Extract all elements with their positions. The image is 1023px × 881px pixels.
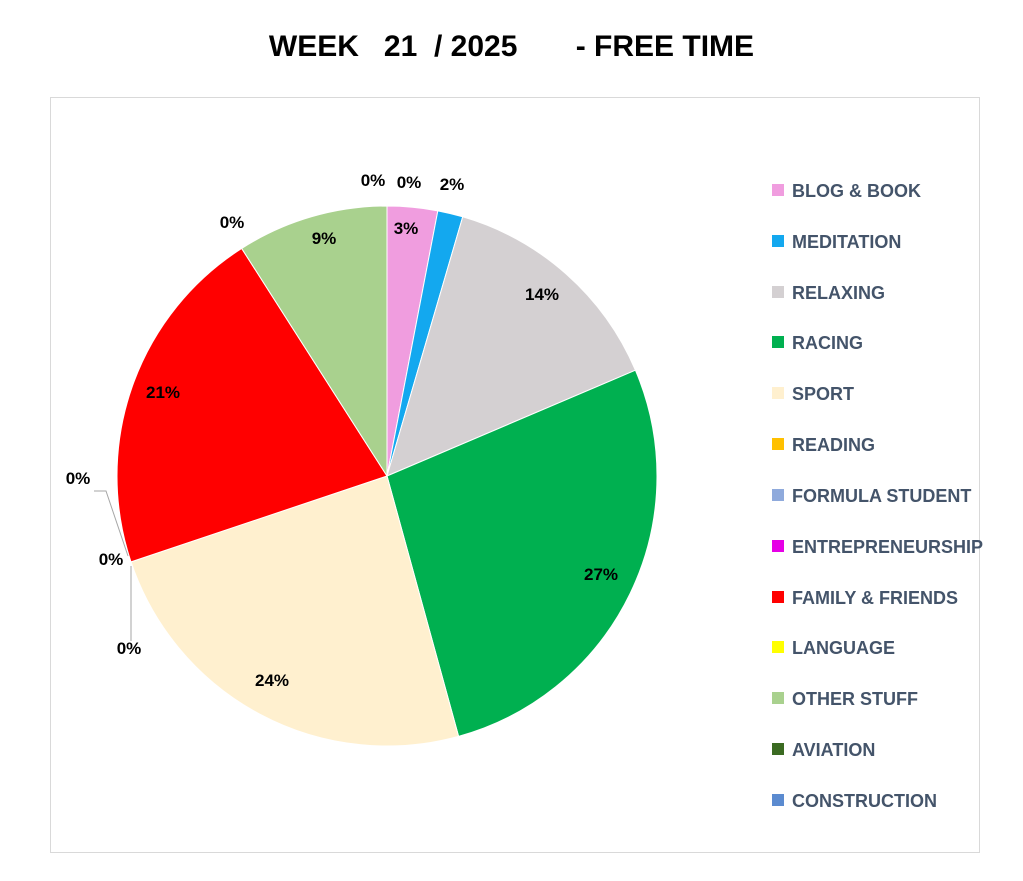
legend-label: BLOG & BOOK (792, 181, 921, 201)
data-label-sport: 24% (255, 671, 289, 690)
leader-line (94, 490, 129, 557)
data-label-construction: 0% (397, 173, 422, 192)
legend-swatch (772, 743, 784, 755)
legend-label: AVIATION (792, 740, 876, 760)
data-label-relaxing: 14% (525, 285, 559, 304)
legend-swatch (772, 540, 784, 552)
chart-area (50, 97, 980, 853)
data-label-blog-book: 3% (394, 219, 419, 238)
data-label-aviation: 0% (361, 171, 386, 190)
legend-label: CONSTRUCTION (792, 791, 937, 811)
legend-label: FORMULA STUDENT (792, 486, 972, 506)
legend-label: ENTREPRENEURSHIP (792, 537, 984, 557)
legend-swatch (772, 184, 784, 196)
chart-title: WEEK 21 / 2025 - FREE TIME (268, 30, 755, 63)
legend-label: READING (792, 435, 876, 455)
data-label-reading: 0% (66, 469, 91, 488)
legend-label: MEDITATION (792, 232, 902, 252)
data-label-language: 0% (220, 213, 245, 232)
pie-slice-other-stuff (240, 205, 388, 478)
legend-swatch (772, 387, 784, 399)
data-label-entrepreneurship: 0% (117, 639, 142, 658)
legend-label: RELAXING (792, 283, 886, 303)
pie-slice-sport (130, 475, 460, 747)
legend-label: RACING (792, 333, 863, 353)
legend-swatch (772, 286, 784, 298)
pie-slice-racing (386, 369, 658, 737)
data-label-racing: 27% (584, 565, 618, 584)
legend-label: FAMILY & FRIENDS (792, 588, 959, 608)
legend-swatch (772, 438, 784, 450)
legend-label: SPORT (792, 384, 855, 404)
legend-swatch (772, 336, 784, 348)
data-label-meditation: 2% (440, 175, 465, 194)
data-label-family-friends: 21% (146, 383, 180, 402)
legend-label: OTHER STUFF (792, 689, 918, 709)
legend-swatch (772, 794, 784, 806)
legend-swatch (772, 489, 784, 501)
pie-slice-relaxing (386, 216, 637, 477)
legend-swatch (772, 235, 784, 247)
legend-swatch (772, 692, 784, 704)
data-label-formula-student: 0% (99, 550, 124, 569)
pie-slice-family-friends (116, 247, 388, 563)
legend-label: LANGUAGE (792, 638, 895, 658)
data-label-other-stuff: 9% (312, 229, 337, 248)
legend-swatch (772, 641, 784, 653)
legend-swatch (772, 591, 784, 603)
